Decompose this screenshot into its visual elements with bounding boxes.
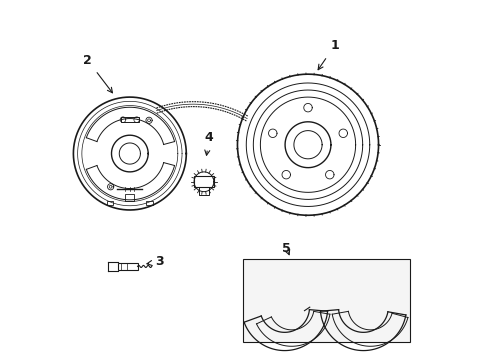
Bar <box>146 201 153 206</box>
Bar <box>106 201 113 206</box>
Text: 5: 5 <box>282 242 291 255</box>
Text: 1: 1 <box>318 40 338 70</box>
Bar <box>242 259 409 342</box>
Bar <box>194 176 213 188</box>
Text: 2: 2 <box>83 54 112 93</box>
Text: 4: 4 <box>204 131 213 155</box>
Text: 3: 3 <box>147 255 164 268</box>
Bar <box>125 194 134 201</box>
Bar <box>118 262 137 270</box>
Bar <box>121 117 139 122</box>
Bar <box>199 188 208 195</box>
Bar <box>242 259 409 342</box>
